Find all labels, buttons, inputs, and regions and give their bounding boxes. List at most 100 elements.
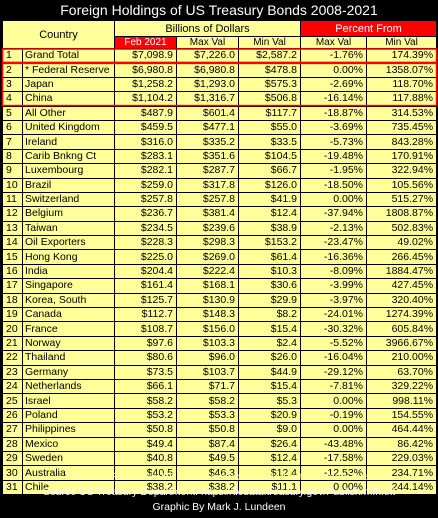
row-min-val: $9.0 [237, 422, 302, 438]
row-pct-from-min: 605.84% [366, 321, 438, 337]
row-feb-2021: $73.5 [114, 364, 177, 380]
row-pct-from-min: 1884.47% [366, 263, 438, 280]
row-feb-2021: $234.5 [114, 220, 177, 237]
row-max-val: $601.4 [176, 105, 239, 121]
row-rank: 9 [2, 163, 23, 179]
row-rank: 4 [2, 91, 23, 107]
row-max-val: $239.6 [176, 220, 239, 237]
row-pct-from-max: -37.94% [300, 206, 368, 222]
row-pct-from-min: 117.88% [366, 91, 438, 107]
row-pct-from-min: 86.42% [366, 436, 438, 452]
table-row: 13 Taiwan $234.5 $239.6 $38.9 -2.13% 502.83% [2, 220, 438, 237]
row-country: Canada [22, 307, 115, 323]
row-rank: 29 [2, 450, 23, 467]
row-country: Poland [22, 407, 115, 424]
row-max-val: $335.2 [176, 134, 239, 150]
row-min-val: $478.8 [237, 62, 302, 78]
row-country: France [22, 321, 115, 337]
row-min-val: $5.3 [237, 393, 302, 409]
row-feb-2021: $204.4 [114, 263, 177, 280]
row-rank: 7 [2, 134, 23, 150]
row-pct-from-max: -18.50% [300, 177, 368, 193]
table-row: 4 China $1,104.2 $1,316.7 $506.8 -16.14% 117.8… [2, 91, 438, 107]
row-pct-from-min: 998.11% [366, 393, 438, 409]
row-pct-from-max: -2.69% [300, 76, 368, 93]
row-feb-2021: $236.7 [114, 206, 177, 222]
row-max-val: $287.7 [176, 163, 239, 179]
row-rank: 11 [2, 191, 23, 208]
row-min-val: $41.9 [237, 191, 302, 208]
table-row: 24 Netherlands $66.1 $71.7 $15.4 -7.81% 329.22… [2, 378, 438, 395]
row-rank: 2 [2, 62, 23, 78]
row-rank: 24 [2, 378, 23, 395]
row-rank: 22 [2, 350, 23, 366]
row-rank: 21 [2, 335, 23, 352]
chart-title: Foreign Holdings of US Treasury Bonds 20… [60, 2, 378, 18]
row-country: Israel [22, 393, 115, 409]
row-pct-from-min: 1358.07% [366, 62, 438, 78]
table-row: 21 Norway $97.6 $103.3 $2.4 -5.52% 3966.67% [2, 335, 438, 352]
row-country: Norway [22, 335, 115, 352]
table-row: 14 Oil Exporters $228.3 $298.3 $153.2 -23.47%… [2, 235, 438, 251]
row-country: * Federal Reserve [22, 62, 115, 78]
row-min-val: $61.4 [237, 249, 302, 265]
row-min-val: $30.6 [237, 278, 302, 294]
row-pct-from-max: -1.95% [300, 163, 368, 179]
row-max-val: $103.3 [176, 335, 239, 352]
row-rank: 5 [2, 105, 23, 121]
row-country: United Kingdom [22, 119, 115, 136]
row-pct-from-min: 427.45% [366, 278, 438, 294]
row-feb-2021: $283.1 [114, 148, 177, 165]
table-row: 23 Germany $73.5 $103.7 $44.9 -29.12% 63.70% [2, 364, 438, 380]
row-pct-from-min: 105.56% [366, 177, 438, 193]
row-pct-from-max: -3.97% [300, 292, 368, 309]
row-feb-2021: $161.4 [114, 278, 177, 294]
row-feb-2021: $80.6 [114, 350, 177, 366]
row-country: Australia [22, 465, 115, 481]
row-min-val: $126.0 [237, 177, 302, 193]
row-pct-from-max: -18.87% [300, 105, 368, 121]
row-country: Sweden [22, 450, 115, 467]
row-rank: 19 [2, 307, 23, 323]
row-pct-from-min: 154.55% [366, 407, 438, 424]
row-rank: 14 [2, 235, 23, 251]
table-row: 1 Grand Total $7,098.9 $7,226.0 $2,587.2 -1.7… [2, 47, 438, 64]
row-min-val: $8.2 [237, 307, 302, 323]
row-feb-2021: $228.3 [114, 235, 177, 251]
row-rank: 25 [2, 393, 23, 409]
row-rank: 27 [2, 422, 23, 438]
table-row: 15 Hong Kong $225.0 $269.0 $61.4 -16.36% 266.4… [2, 249, 438, 265]
row-pct-from-min: 464.44% [366, 422, 438, 438]
row-max-val: $351.6 [176, 148, 239, 165]
table-row: 16 India $204.4 $222.4 $10.3 -8.09% 1884.47% [2, 263, 438, 280]
row-feb-2021: $1,258.2 [114, 76, 177, 93]
row-pct-from-min: 843.28% [366, 134, 438, 150]
row-pct-from-max: -19.48% [300, 148, 368, 165]
table-row: 6 United Kingdom $459.5 $477.1 $55.0 -3.69% 73… [2, 119, 438, 136]
row-feb-2021: $257.8 [114, 191, 177, 208]
table-row: 25 Israel $58.2 $58.2 $5.3 0.00% 998.11% [2, 393, 438, 409]
row-country: Netherlands [22, 378, 115, 395]
row-feb-2021: $38.2 [114, 479, 177, 496]
row-country: Philippines [22, 422, 115, 438]
row-min-val: $12.4 [237, 465, 302, 481]
table-row: 31 Chile $38.2 $38.2 $11.1 0.00% 244.14% [2, 479, 438, 496]
table-row: 3 Japan $1,258.2 $1,293.0 $575.3 -2.69% 118.70… [2, 76, 438, 93]
row-pct-from-min: 174.39% [366, 47, 438, 64]
row-country: Brazil [22, 177, 115, 193]
row-pct-from-min: 735.45% [366, 119, 438, 136]
row-rank: 17 [2, 278, 23, 294]
row-min-val: $26.0 [237, 350, 302, 366]
row-min-val: $55.0 [237, 119, 302, 136]
row-rank: 13 [2, 220, 23, 237]
header-pct-max-val: Max Val [300, 36, 368, 49]
row-pct-from-max: -5.73% [300, 134, 368, 150]
row-min-val: $2.4 [237, 335, 302, 352]
row-pct-from-min: 244.14% [366, 479, 438, 496]
row-rank: 23 [2, 364, 23, 380]
row-pct-from-min: 320.40% [366, 292, 438, 309]
row-min-val: $575.3 [237, 76, 302, 93]
row-feb-2021: $6,980.8 [114, 62, 177, 78]
row-max-val: $317.8 [176, 177, 239, 193]
row-country: Germany [22, 364, 115, 380]
